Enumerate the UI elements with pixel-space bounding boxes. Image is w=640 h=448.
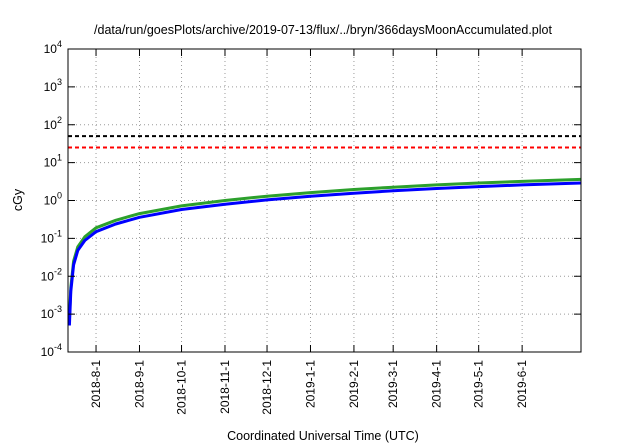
reference-lines [68, 135, 581, 149]
y-tick-label: 102 [44, 115, 62, 132]
x-tick-label: 2018-9-1 [132, 360, 146, 408]
x-axis-title: Coordinated Universal Time (UTC) [227, 429, 419, 443]
x-tick-label: 2019-4-1 [430, 360, 444, 408]
series-lines [67, 177, 582, 326]
y-tick-label: 10-2 [41, 266, 62, 283]
x-tick-label: 2019-5-1 [472, 360, 486, 408]
chart-title: /data/run/goesPlots/archive/2019-07-13/f… [94, 23, 552, 37]
y-tick-label: 10-4 [41, 342, 62, 359]
series-line [67, 181, 582, 326]
grid [68, 49, 581, 352]
x-tick-label: 2019-2-1 [347, 360, 361, 408]
x-tick-label: 2018-11-1 [218, 360, 232, 414]
y-axis-title: cGy [11, 188, 25, 211]
x-tick-label: 2019-6-1 [515, 360, 529, 408]
x-tick-label: 2019-1-1 [303, 360, 317, 408]
y-tick-label: 100 [44, 191, 62, 208]
x-tick-label: 2018-8-1 [89, 360, 103, 408]
x-axis: 2018-8-1 2018-9-1 2018-10-1 2018-11-1 2018-1… [89, 49, 529, 415]
y-tick-label: 10-3 [41, 304, 62, 321]
y-tick-label: 104 [44, 39, 62, 56]
y-tick-label: 10-1 [41, 228, 62, 245]
y-tick-label: 101 [44, 153, 62, 170]
x-tick-label: 2018-12-1 [260, 360, 274, 415]
x-tick-label: 2019-3-1 [386, 360, 400, 408]
y-tick-label: 103 [44, 77, 62, 94]
y-axis: 10-4 10-3 10-2 10-1 100 101 102 103 104 [41, 39, 581, 359]
x-tick-label: 2018-10-1 [175, 360, 189, 415]
